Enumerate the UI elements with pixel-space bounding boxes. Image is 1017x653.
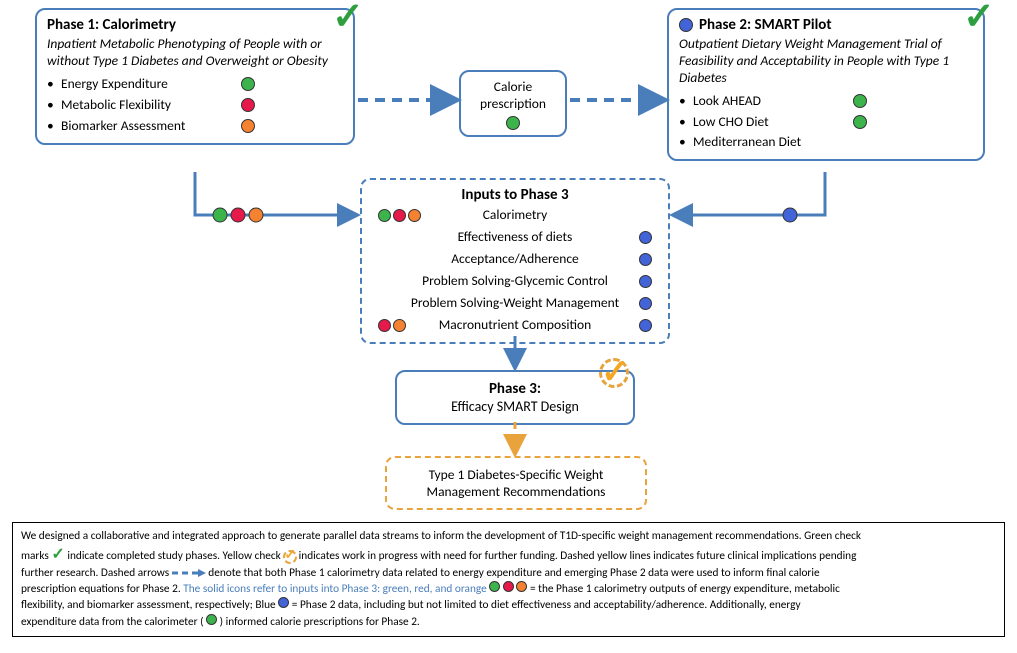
leg-dot-green-icon	[489, 581, 500, 592]
leg-t4b: = Phase 2 data, including but not limite…	[292, 598, 801, 612]
leg-t1b: marks	[21, 549, 49, 563]
legend-box: We designed a collaborative and integrat…	[12, 522, 1005, 637]
leg-dot-blue-icon	[278, 597, 289, 608]
leg-greencheck-icon: ✓	[51, 545, 64, 564]
leg-t4a: flexibility, and biomarker assessment, r…	[21, 598, 278, 612]
leg-dashed-arrow-icon	[172, 568, 206, 578]
leg-t5b: ) informed calorie prescriptions for Pha…	[220, 615, 420, 629]
leg-t2a: further research. Dashed arrows	[21, 566, 172, 580]
leg-dot-orange-icon	[516, 581, 527, 592]
leg-dot-red-icon	[503, 581, 514, 592]
leg-t1a: We designed a collaborative and integrat…	[21, 529, 861, 543]
leg-t3a: prescription equations for Phase 2.	[21, 582, 183, 596]
leg-t3b: The solid icons refer to inputs into Pha…	[183, 582, 487, 596]
leg-t2b: denote that both Phase 1 calorimetry dat…	[208, 566, 819, 580]
leg-t3c: = the Phase 1 calorimetry outputs of ene…	[530, 582, 840, 596]
leg-dot-green2-icon	[206, 614, 217, 625]
leg-t1d: indicates work in progress with need for…	[299, 549, 857, 563]
leg-orange-circle-icon	[283, 550, 297, 564]
connectors-svg	[0, 0, 1017, 520]
leg-t1c: indicate completed study phases. Yellow …	[67, 549, 283, 563]
leg-t5a: expenditure data from the calorimeter (	[21, 615, 204, 629]
